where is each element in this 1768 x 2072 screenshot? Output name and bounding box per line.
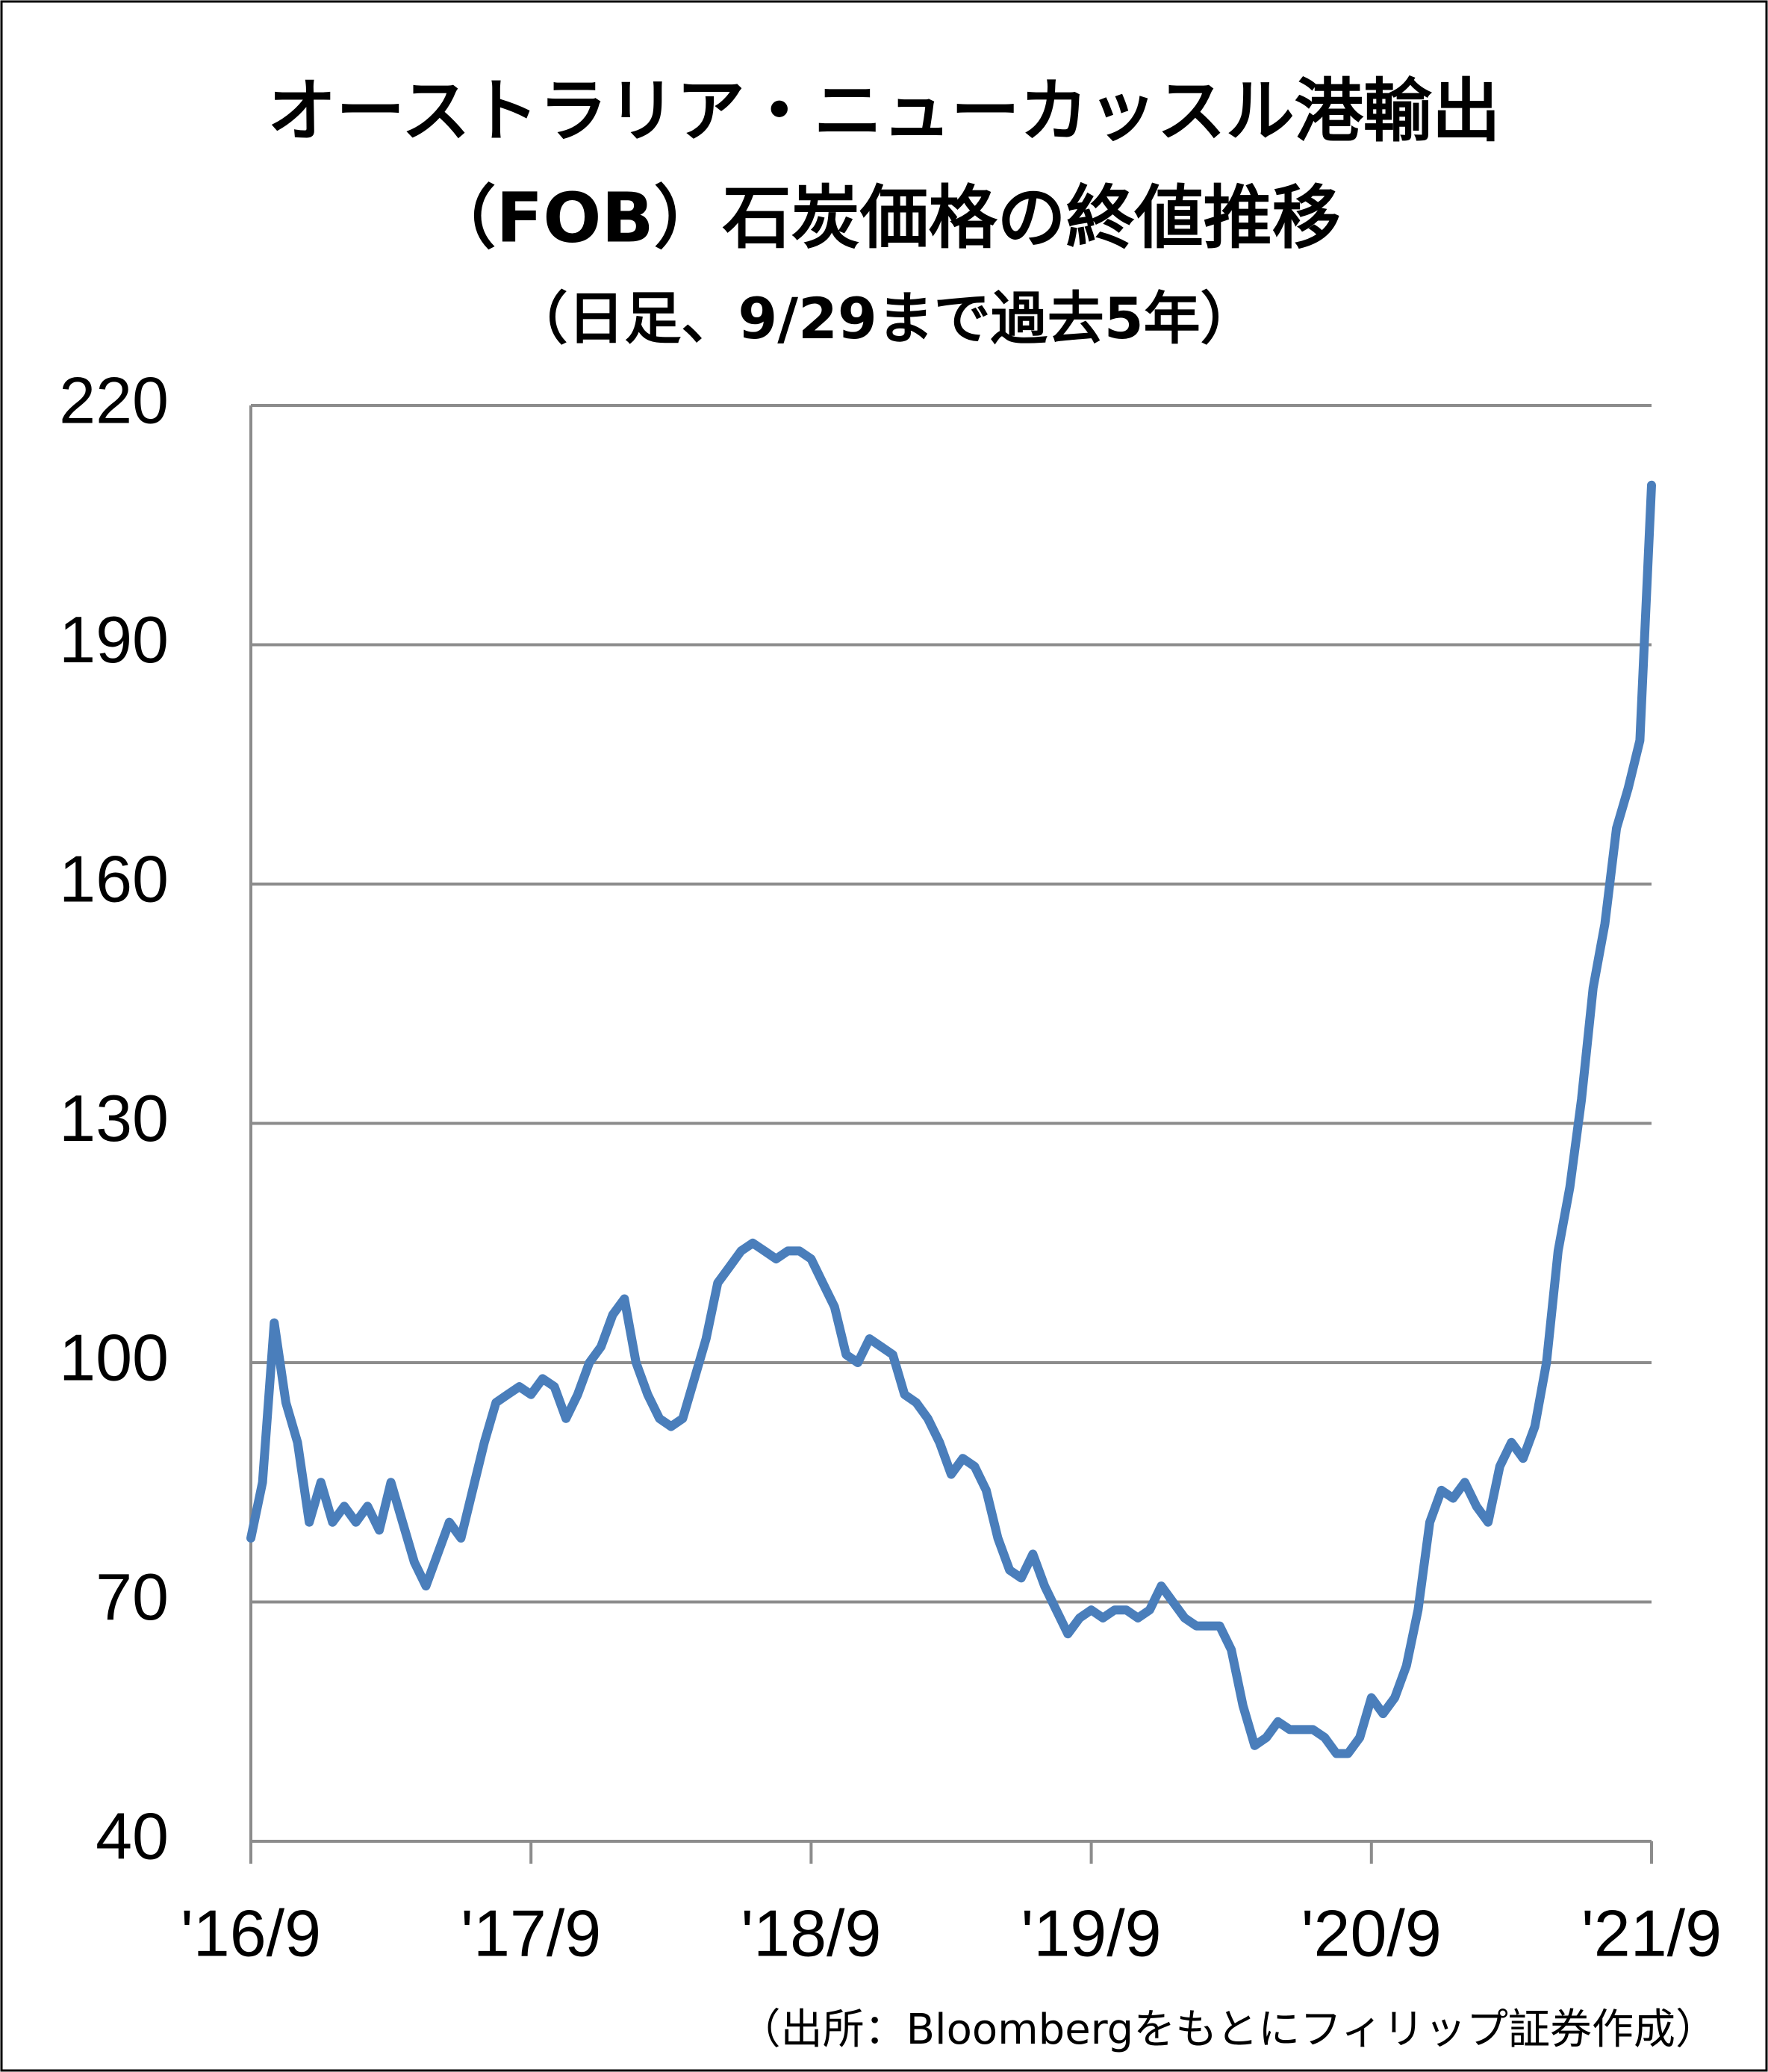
price-line [246, 480, 1656, 1758]
x-tick-label: '16/9 [181, 1896, 321, 1970]
y-tick-label: 190 [59, 603, 169, 676]
source-note: （出所：Bloombergをもとにフィリップ証券作成） [739, 2006, 1717, 2054]
chart-title: （FOB）石炭価格の終値推移 [427, 178, 1340, 258]
y-tick-label: 160 [59, 841, 169, 915]
x-tick-label: '20/9 [1301, 1896, 1442, 1970]
chart-subtitle: （日足、9/29まで過去5年） [511, 285, 1257, 352]
x-tick-label: '17/9 [461, 1896, 601, 1970]
x-tick-label: '19/9 [1021, 1896, 1162, 1970]
y-tick-label: 220 [59, 363, 169, 437]
y-tick-label: 100 [59, 1320, 169, 1394]
x-tick-label: '18/9 [741, 1896, 881, 1970]
y-tick-label: 40 [96, 1799, 169, 1873]
x-tick-label: '21/9 [1581, 1896, 1722, 1970]
y-tick-label: 130 [59, 1081, 169, 1155]
chart-title: オーストラリア・ニューカッスル港輸出 [267, 71, 1500, 151]
y-tick-label: 70 [96, 1560, 169, 1634]
